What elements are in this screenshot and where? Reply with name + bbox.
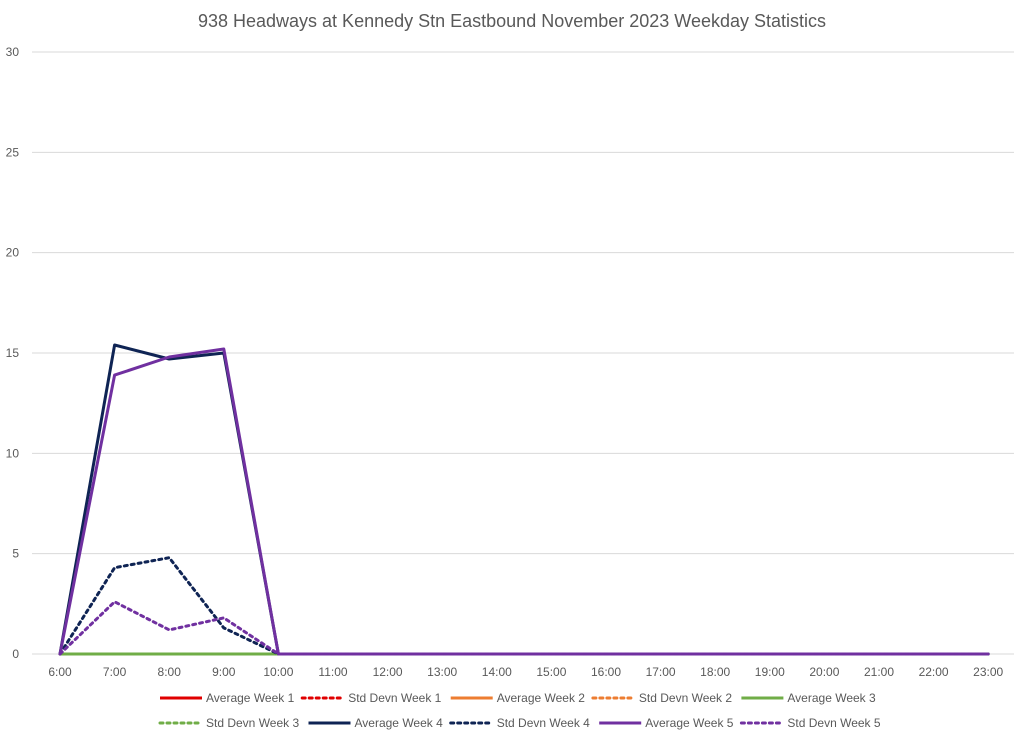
x-tick-label: 8:00 [158,665,182,679]
x-tick-label: 18:00 [700,665,730,679]
legend-label-5: Average Week 3 [787,691,876,705]
x-tick-label: 10:00 [263,665,293,679]
x-tick-label: 12:00 [373,665,403,679]
x-tick-label: 11:00 [318,665,347,679]
legend-label-1: Average Week 1 [206,691,295,705]
legend-label-7: Average Week 4 [355,716,444,730]
x-tick-label: 21:00 [864,665,894,679]
x-tick-label: 19:00 [755,665,785,679]
y-tick-label: 20 [6,246,20,260]
series-line-10 [58,600,990,656]
x-tick-label: 7:00 [103,665,127,679]
x-tick-label: 16:00 [591,665,621,679]
plot-area [58,343,990,656]
legend: Average Week 1 Std Devn Week 1 Average Wee… [158,691,881,730]
chart-title: 938 Headways at Kennedy Stn Eastbound No… [198,11,826,31]
legend-label-3: Average Week 2 [497,691,586,705]
axes: 0 5 10 15 20 25 30 6:00 7:00 8:00 9:00 10:00 11:00 12… [6,45,1004,679]
y-tick-label: 10 [6,446,20,460]
x-tick-label: 13:00 [427,665,457,679]
y-tick-label: 0 [12,647,19,661]
x-tick-label: 23:00 [973,665,1003,679]
y-tick-label: 30 [6,45,20,59]
y-tick-label: 15 [6,346,20,360]
series-line-7 [58,343,989,656]
legend-label-2: Std Devn Week 1 [348,691,441,705]
legend-label-6: Std Devn Week 3 [206,716,299,730]
y-tick-label: 5 [12,547,19,561]
x-tick-label: 20:00 [809,665,839,679]
legend-label-9: Average Week 5 [645,716,734,730]
gridlines [32,51,1014,655]
x-tick-label: 22:00 [919,665,949,679]
legend-label-10: Std Devn Week 5 [787,716,880,730]
x-tick-label: 15:00 [536,665,566,679]
x-tick-label: 6:00 [48,665,72,679]
x-tick-label: 17:00 [646,665,676,679]
x-tick-label: 9:00 [212,665,236,679]
series-line-8 [58,556,990,656]
y-tick-label: 25 [6,145,20,159]
legend-label-4: Std Devn Week 2 [639,691,732,705]
x-tick-label: 14:00 [482,665,512,679]
series-line-9 [58,347,989,656]
legend-label-8: Std Devn Week 4 [497,716,590,730]
